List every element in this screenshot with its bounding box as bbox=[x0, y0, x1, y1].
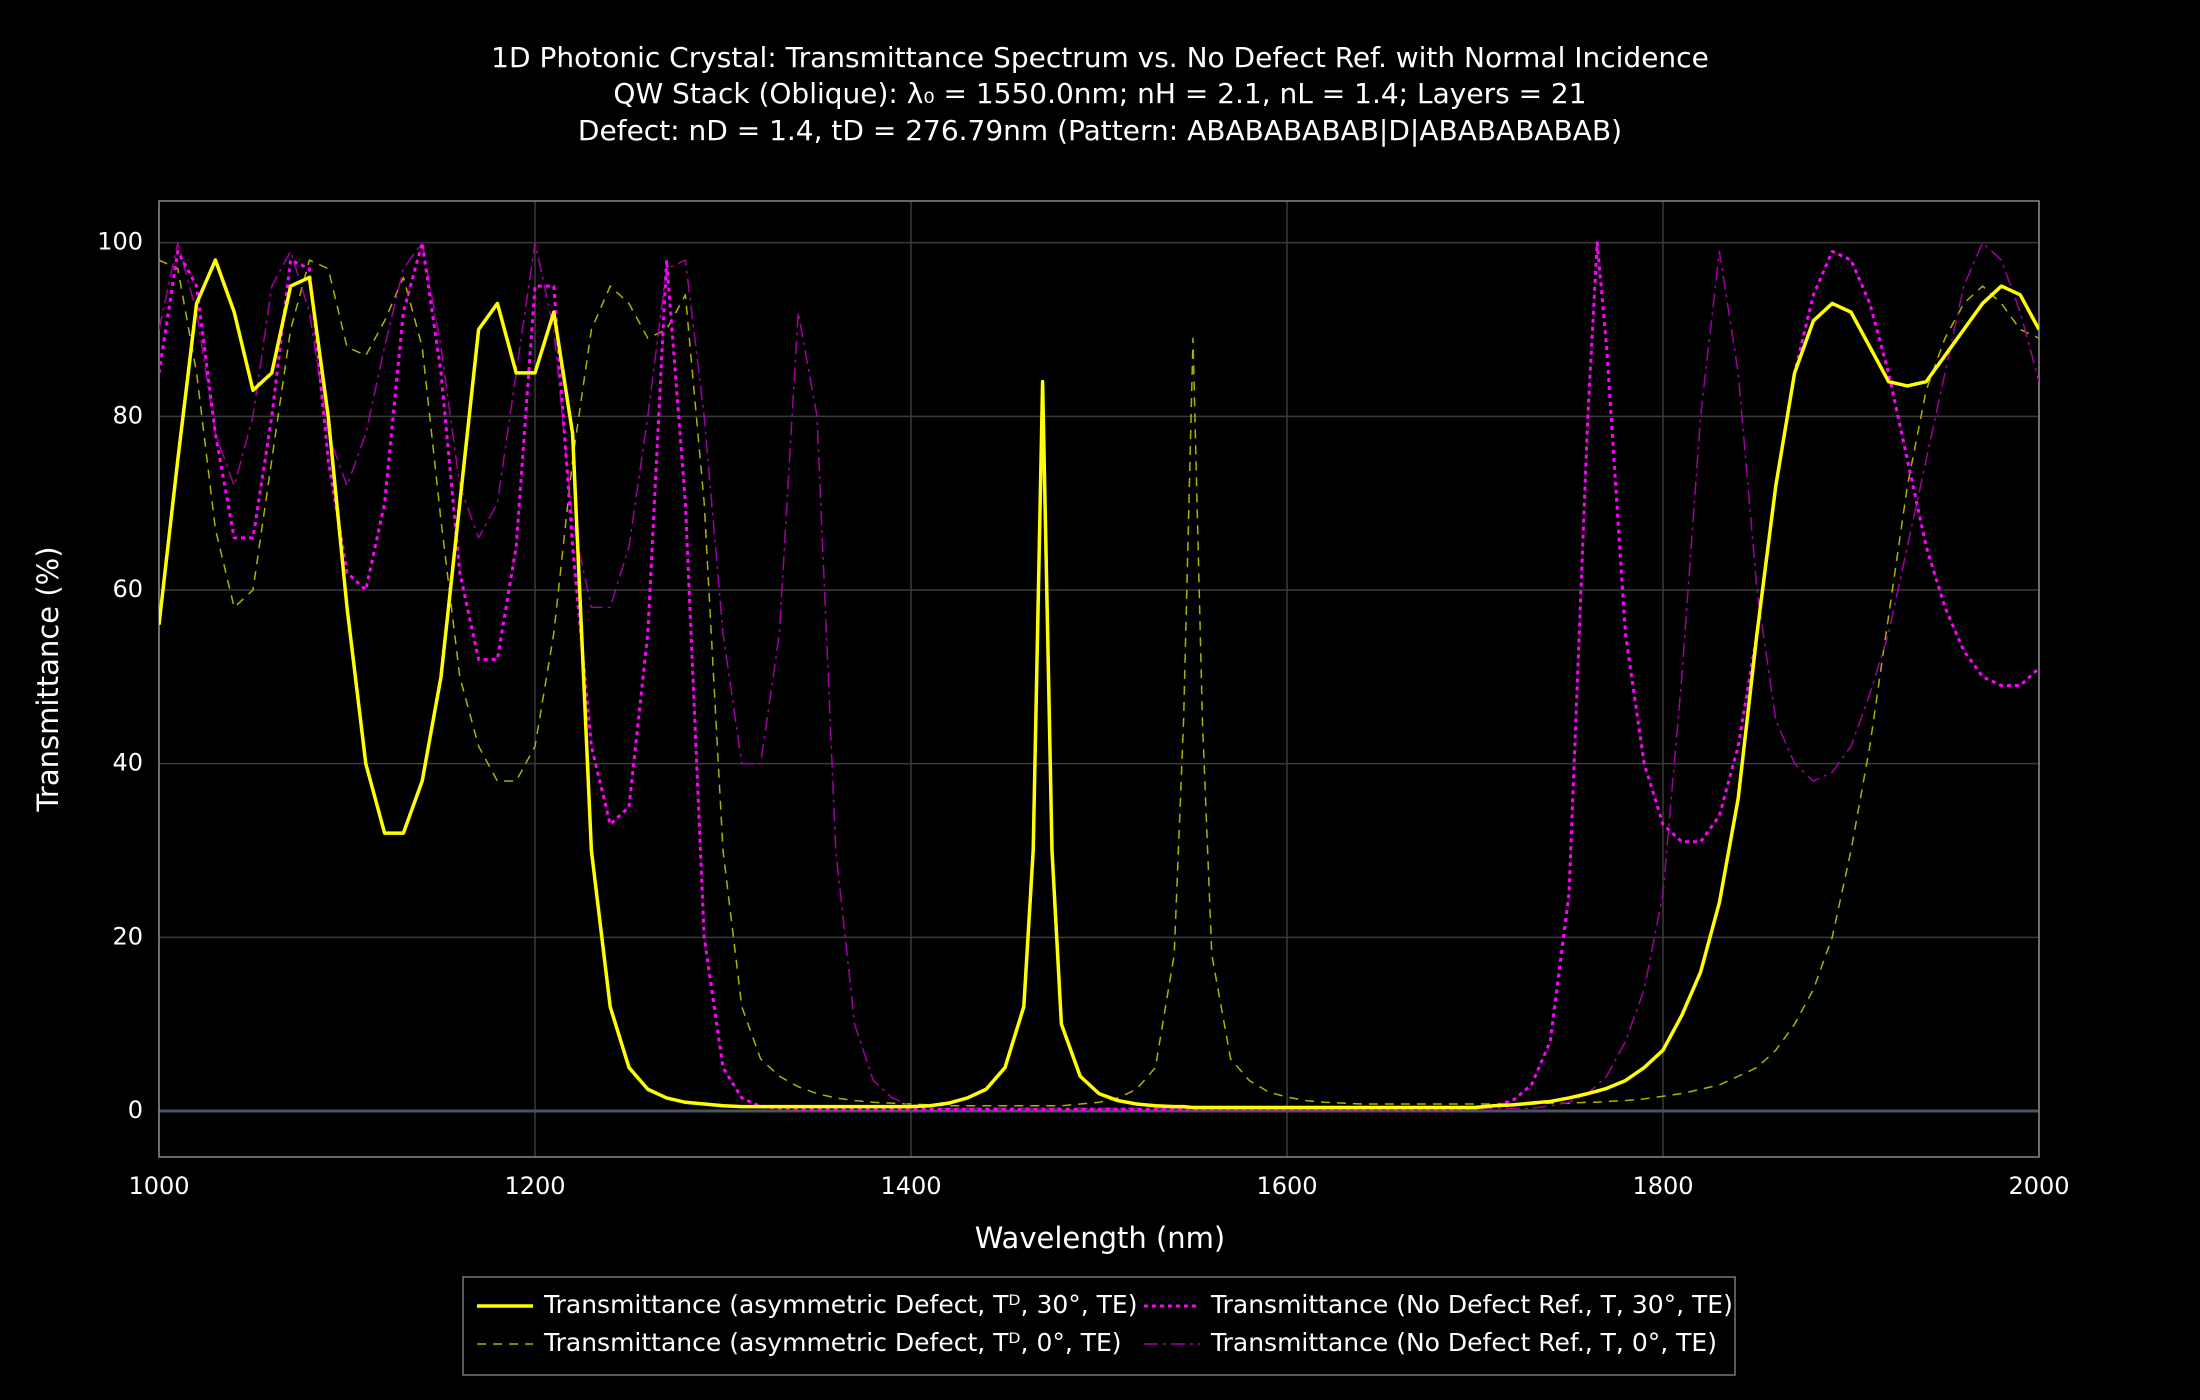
plot-frame bbox=[158, 200, 2040, 1158]
legend-label: Transmittance (No Defect Ref., T, 0°, TE… bbox=[1210, 1328, 1717, 1357]
chart-title: 1D Photonic Crystal: Transmittance Spect… bbox=[491, 41, 1709, 74]
legend-label: Transmittance (asymmetric Defect, Tᴰ, 30… bbox=[543, 1290, 1137, 1319]
legend-box bbox=[462, 1276, 1736, 1376]
y-axis-title: Transmittance (%) bbox=[31, 546, 65, 812]
y-tick-label: 60 bbox=[112, 575, 143, 603]
chart-subtitle: QW Stack (Oblique): λ₀ = 1550.0nm; nH = … bbox=[613, 77, 1586, 110]
y-tick-label: 0 bbox=[128, 1096, 143, 1124]
x-tick-label: 2000 bbox=[2008, 1172, 2069, 1200]
x-tick-label: 1800 bbox=[1632, 1172, 1693, 1200]
y-tick-label: 100 bbox=[97, 228, 143, 256]
x-tick-label: 1200 bbox=[504, 1172, 565, 1200]
y-tick-label: 40 bbox=[112, 749, 143, 777]
legend-label: Transmittance (asymmetric Defect, Tᴰ, 0°… bbox=[543, 1328, 1122, 1357]
y-tick-label: 20 bbox=[112, 922, 143, 950]
chart-subtitle: Defect: nD = 1.4, tD = 276.79nm (Pattern… bbox=[578, 114, 1622, 147]
legend-label: Transmittance (No Defect Ref., T, 30°, T… bbox=[1210, 1290, 1733, 1319]
x-axis-title: Wavelength (nm) bbox=[975, 1221, 1226, 1255]
series-line bbox=[159, 241, 2039, 1111]
series-line bbox=[159, 258, 2039, 1110]
x-tick-label: 1600 bbox=[1256, 1172, 1317, 1200]
x-tick-label: 1000 bbox=[128, 1172, 189, 1200]
y-tick-label: 80 bbox=[112, 401, 143, 429]
x-tick-label: 1400 bbox=[880, 1172, 941, 1200]
series-line bbox=[159, 259, 2039, 1107]
